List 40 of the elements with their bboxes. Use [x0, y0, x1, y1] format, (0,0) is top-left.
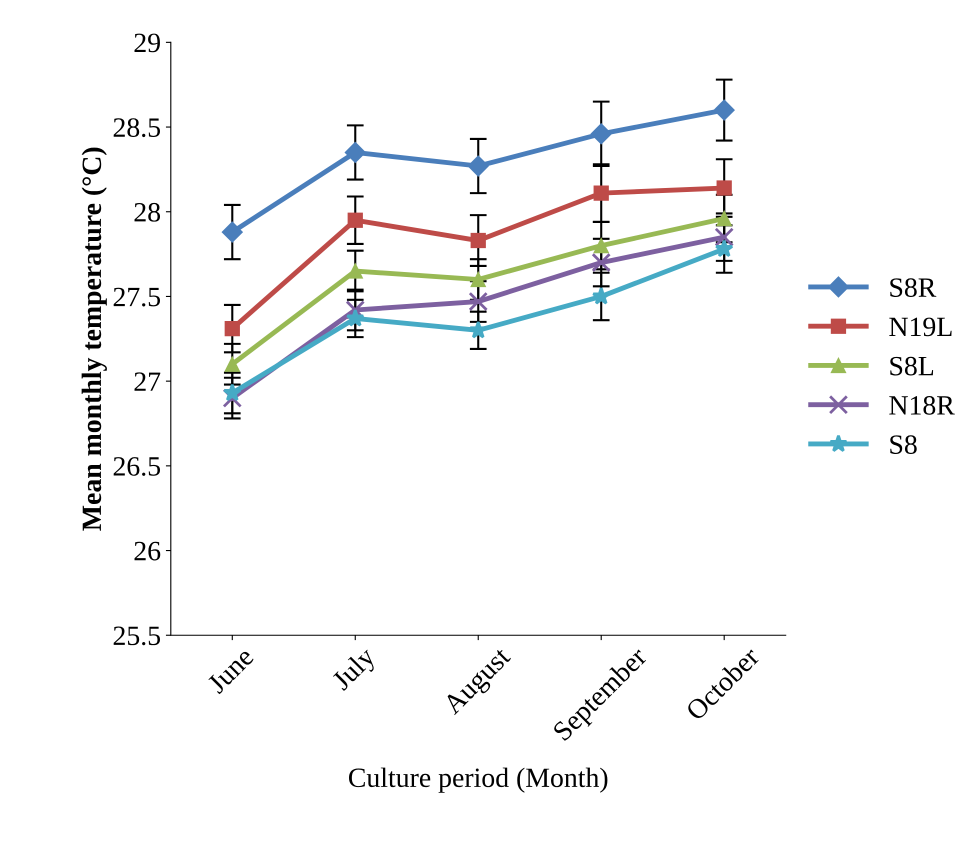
- y-tick-label: 27: [134, 372, 160, 391]
- point: [594, 238, 609, 254]
- x-tick-label: July: [330, 645, 380, 696]
- y-tick-label: 26: [134, 542, 160, 560]
- point: [348, 212, 363, 228]
- point: [590, 123, 612, 144]
- point: [344, 142, 366, 163]
- point: [714, 239, 734, 258]
- point: [714, 227, 734, 247]
- point: [716, 180, 732, 196]
- point: [222, 388, 242, 408]
- legend-label: N19L: [889, 318, 952, 336]
- y-axis-title: Mean monthly temperature (°C): [82, 148, 107, 531]
- point: [714, 100, 735, 121]
- y-tick-label: 28: [134, 202, 160, 222]
- legend-label: N18R: [889, 396, 955, 415]
- y-tick-label: 28.5: [114, 118, 160, 138]
- point: [594, 185, 609, 201]
- legend-label: S8R: [890, 278, 936, 297]
- legend-label: S8: [890, 435, 917, 454]
- y-tick-label: 29: [134, 34, 160, 52]
- y-tick-label: 27.5: [114, 288, 160, 306]
- y-tick-label: 25.5: [114, 626, 160, 646]
- point: [716, 210, 732, 226]
- legend-label: S8L: [890, 356, 934, 376]
- point: [346, 300, 365, 320]
- y-tick-label: 26.5: [114, 457, 160, 476]
- point: [222, 222, 243, 243]
- point: [470, 272, 486, 288]
- x-tick-label: June: [206, 646, 255, 694]
- point: [224, 320, 240, 336]
- point: [470, 232, 486, 248]
- point: [468, 292, 488, 312]
- point: [591, 252, 611, 272]
- point: [224, 356, 240, 372]
- point: [348, 263, 363, 279]
- point: [346, 308, 365, 327]
- x-axis-title: Culture period (Month): [349, 768, 608, 793]
- point: [468, 155, 489, 177]
- point: [222, 383, 242, 402]
